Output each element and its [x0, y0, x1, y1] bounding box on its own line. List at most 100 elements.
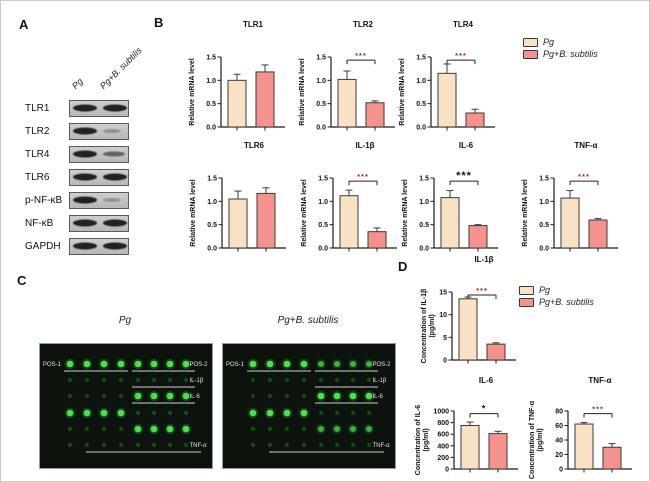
blot-title-pg-subtilis: Pg+B. subtilis — [277, 315, 339, 326]
svg-text:1.0: 1.0 — [419, 199, 429, 206]
blot-dot — [300, 360, 308, 368]
svg-text:(pg/ml): (pg/ml) — [429, 314, 436, 337]
western-blot-box — [69, 214, 129, 232]
svg-text:Concentration of IL-6: Concentration of IL-6 — [415, 405, 422, 475]
chart-d-tnfa: 0 20 40 60 80 *** TNF-α Concentration of TNF-α(… — [528, 372, 640, 481]
chart-b-tnfa: 0.0 0.5 1.0 1.5 *** TNF-α Relative mRNA level — [518, 136, 624, 263]
svg-text:80: 80 — [555, 409, 563, 416]
svg-text:TLR4: TLR4 — [453, 20, 474, 29]
bar-Pg+B. subtilis — [365, 102, 385, 128]
blot-dot — [249, 360, 257, 368]
bar-Pg+B. subtilis — [488, 433, 508, 470]
legend-swatch-pg — [519, 285, 534, 295]
blot-dot — [317, 392, 325, 400]
svg-text:1.0: 1.0 — [207, 199, 217, 206]
legend-item-pg: Pg — [523, 37, 598, 47]
bar-Pg — [460, 425, 480, 470]
blot-dot — [250, 377, 256, 383]
blot-dot — [283, 360, 291, 368]
blot-dot — [134, 360, 142, 368]
svg-text:Relative mRNA level: Relative mRNA level — [189, 58, 196, 125]
svg-text:(pg/ml): (pg/ml) — [537, 428, 544, 451]
western-blot-box — [69, 122, 129, 140]
svg-text:0.5: 0.5 — [416, 101, 426, 108]
protein-band — [73, 104, 97, 112]
blot-dot — [151, 377, 157, 383]
bar-Pg+B. subtilis — [588, 219, 608, 249]
blot-dot — [183, 377, 189, 383]
bar-Pg+B. subtilis — [255, 71, 275, 128]
blot-dot — [249, 409, 257, 417]
svg-text:1.5: 1.5 — [318, 176, 328, 183]
svg-text:POS-2: POS-2 — [373, 362, 392, 368]
blot-title-pg: Pg — [118, 315, 132, 326]
blot-dot — [366, 442, 372, 448]
svg-text:0: 0 — [443, 358, 447, 365]
svg-text:20: 20 — [555, 452, 563, 459]
svg-text:0: 0 — [445, 467, 449, 474]
svg-text:***: *** — [355, 51, 367, 60]
blot-dot — [117, 409, 125, 417]
bar-chart-svg: 0.0 0.5 1.0 1.5 TLR6 Relative mRNA level — [190, 141, 286, 253]
legend-b: Pg Pg+B. subtilis — [523, 37, 598, 59]
western-blot-box — [69, 145, 129, 163]
blot-dot — [66, 360, 74, 368]
svg-text:IL-6: IL-6 — [479, 376, 494, 385]
blot-dot — [117, 360, 125, 368]
legend-label-pg-subtilis: Pg+B. subtilis — [543, 49, 598, 59]
svg-text:***: *** — [357, 172, 369, 181]
panel-a-label: A — [19, 17, 29, 32]
bar-Pg — [227, 79, 247, 128]
protein-band — [73, 196, 97, 204]
bar-Pg — [574, 423, 594, 470]
blot-dot — [365, 392, 373, 400]
blot-dot — [135, 377, 141, 383]
svg-text:600: 600 — [437, 432, 449, 439]
blot-dot — [284, 377, 290, 383]
protein-band — [103, 219, 127, 227]
svg-text:0.5: 0.5 — [206, 101, 216, 108]
blot-dot — [266, 360, 274, 368]
svg-text:TNF-α: TNF-α — [588, 376, 611, 385]
svg-text:0.5: 0.5 — [539, 222, 549, 229]
blot-dot — [101, 377, 107, 383]
blot-dot — [67, 393, 73, 399]
western-row-label: TLR4 — [25, 148, 50, 160]
legend-swatch-pg-subtilis — [519, 297, 534, 307]
svg-text:0.0: 0.0 — [539, 246, 549, 253]
svg-text:IL-6: IL-6 — [459, 141, 474, 150]
protein-band — [103, 198, 121, 202]
blot-dot — [118, 426, 124, 432]
svg-text:15: 15 — [439, 290, 447, 297]
svg-text:0.5: 0.5 — [207, 222, 217, 229]
svg-text:0.0: 0.0 — [416, 125, 426, 132]
blot-dot — [301, 426, 307, 432]
svg-text:1.0: 1.0 — [318, 199, 328, 206]
chart-b-tlr4: 0.0 0.5 1.0 1.5 *** TLR4 Relative mRNA level — [395, 15, 501, 142]
blot-dot — [84, 393, 90, 399]
blot-dot — [167, 377, 173, 383]
legend-label-pg: Pg — [543, 37, 555, 47]
western-blot-box — [69, 237, 129, 255]
blot-dot — [284, 393, 290, 399]
blot-dot — [101, 393, 107, 399]
panel-c-label: C — [17, 273, 27, 288]
blot-dot — [134, 392, 142, 400]
blot-dot — [84, 426, 90, 432]
blot-dot — [366, 361, 372, 367]
blot-dot — [84, 377, 90, 383]
svg-text:1000: 1000 — [433, 409, 449, 416]
svg-text:60: 60 — [555, 423, 563, 430]
svg-text:10: 10 — [439, 312, 447, 319]
blot-dot — [300, 409, 308, 417]
bar-Pg+B. subtilis — [367, 231, 387, 249]
bar-Pg+B. subtilis — [465, 112, 485, 128]
blot-dot — [301, 442, 307, 448]
chart-d-il1b: 0 5 10 15 *** IL-1β Concentration of IL-1β (pg/… — [420, 250, 526, 375]
protein-band — [103, 129, 121, 133]
bar-Pg+B. subtilis — [602, 446, 622, 470]
chart-b-il6: 0.0 0.5 1.0 1.5 *** IL-6 Relative mRNA level — [398, 136, 504, 263]
blot-dot — [118, 393, 124, 399]
svg-text:*: * — [482, 404, 487, 414]
svg-text:1.5: 1.5 — [539, 176, 549, 183]
